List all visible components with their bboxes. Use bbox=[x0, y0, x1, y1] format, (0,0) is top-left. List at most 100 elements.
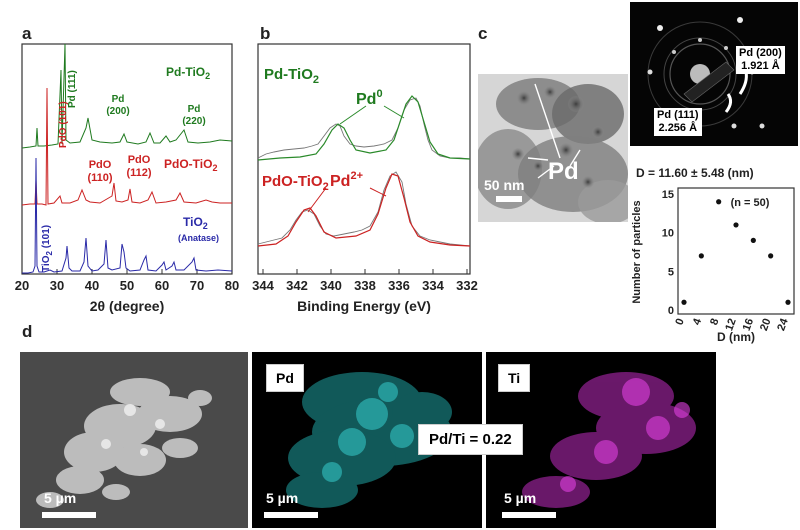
xrd-series-label-pdo-tio2: PdO-TiO2 bbox=[164, 157, 217, 173]
panel-letter-c: c bbox=[478, 24, 488, 43]
xps-xtick: 332 bbox=[456, 278, 478, 293]
panel-letter-d: d bbox=[22, 322, 33, 341]
ti-map-image: Ti 5 µm bbox=[486, 352, 716, 528]
xrd-series-label-tio2: TiO2 bbox=[183, 215, 208, 231]
histogram-point bbox=[698, 253, 704, 259]
histogram-xtick: 4 bbox=[691, 316, 705, 327]
saed-arrow-111 bbox=[724, 93, 733, 113]
xrd-xtick: 30 bbox=[50, 278, 64, 293]
xps-pd2-leader-right bbox=[369, 187, 387, 197]
panel-letter-a: a bbox=[22, 24, 32, 43]
pd-map-label: Pd bbox=[266, 364, 304, 392]
tem-texture bbox=[478, 74, 628, 222]
sem-texture bbox=[20, 352, 248, 528]
tem-image: Pd 50 nm bbox=[478, 74, 628, 222]
tem-pd-label: Pd bbox=[548, 158, 579, 185]
saed-label-pd200: Pd (200) 1.921 Å bbox=[736, 46, 785, 74]
histogram-point bbox=[716, 199, 722, 205]
xrd-trace-pd-tio2 bbox=[21, 43, 233, 149]
histogram-ytick: 5 bbox=[668, 266, 674, 278]
histogram-frame bbox=[677, 187, 795, 315]
histogram-xlabel: D (nm) bbox=[717, 330, 755, 344]
pd-scale-label: 5 µm bbox=[266, 490, 299, 506]
xrd-peak-pd111: Pd (111) bbox=[67, 70, 78, 108]
xrd-peak-pdo110: PdO (110) bbox=[87, 159, 112, 184]
ti-scale-label: 5 µm bbox=[504, 490, 537, 506]
xrd-chart: 20 30 40 50 60 70 80 2θ (degree) Pd-TiO2… bbox=[15, 43, 239, 314]
xps-top-peak: Pd0 bbox=[356, 88, 383, 108]
xps-bottom-raw bbox=[257, 171, 471, 247]
xrd-xtick: 50 bbox=[120, 278, 134, 293]
pd-ti-ratio-label: Pd/Ti = 0.22 bbox=[418, 424, 523, 455]
xps-xtick: 336 bbox=[388, 278, 410, 293]
xps-xlabel: Binding Energy (eV) bbox=[297, 298, 431, 314]
xrd-xtick: 80 bbox=[225, 278, 239, 293]
pd-scale-bar bbox=[264, 512, 318, 518]
saed-label-pd111: Pd (111) 2.256 Å bbox=[654, 108, 702, 136]
xrd-xtick: 20 bbox=[15, 278, 29, 293]
tem-scale-bar bbox=[496, 196, 522, 202]
tem-arrow bbox=[537, 165, 555, 179]
xps-xtick: 342 bbox=[286, 278, 308, 293]
sem-scale-bar bbox=[42, 512, 96, 518]
xrd-series-label-pd-tio2: Pd-TiO2 bbox=[166, 65, 210, 81]
xrd-peak-tio2-101: TiO2 (101) bbox=[41, 225, 54, 272]
histogram-point bbox=[768, 253, 774, 259]
xrd-trace-tio2 bbox=[22, 157, 233, 274]
tem-arrow bbox=[569, 149, 581, 167]
xps-top-raw bbox=[257, 97, 471, 160]
histogram-title: D = 11.60 ± 5.48 (nm) bbox=[636, 166, 754, 180]
saed-pd200-plane: Pd (200) bbox=[739, 47, 782, 59]
xps-pd0-leader-right bbox=[383, 105, 405, 119]
sem-image: 5 µm bbox=[20, 352, 248, 528]
xrd-xtick: 60 bbox=[155, 278, 169, 293]
xrd-peak-pd200: Pd (200) bbox=[106, 94, 129, 117]
xps-pd2-leader-left bbox=[307, 187, 327, 213]
xrd-trace-pdo-tio2 bbox=[21, 87, 232, 206]
xrd-xtick: 70 bbox=[190, 278, 204, 293]
saed-image: Pd (200) 1.921 Å Pd (111) 2.256 Å bbox=[630, 2, 798, 146]
xps-xtick: 340 bbox=[320, 278, 342, 293]
histogram-xtick: 16 bbox=[741, 317, 756, 333]
histogram-ylabel: Number of particles bbox=[631, 200, 643, 303]
xrd-peak-pd220: Pd (220) bbox=[182, 104, 205, 127]
ti-scale-bar bbox=[502, 512, 556, 518]
xrd-anatase-note: (Anatase) bbox=[178, 233, 219, 243]
histogram-point bbox=[681, 299, 687, 305]
histogram-point bbox=[733, 222, 739, 228]
histogram-n-label: (n = 50) bbox=[731, 197, 770, 209]
histogram-ytick: 15 bbox=[662, 189, 674, 201]
xrd-xlabel: 2θ (degree) bbox=[90, 298, 164, 314]
histogram-point bbox=[750, 237, 756, 243]
xrd-peak-pdo101: PdO (101) bbox=[58, 101, 69, 148]
tem-arrow bbox=[527, 157, 549, 161]
tem-arrow bbox=[534, 83, 561, 159]
histogram-xtick: 24 bbox=[775, 316, 791, 332]
histogram-xtick: 12 bbox=[723, 317, 738, 333]
xps-xtick: 338 bbox=[354, 278, 376, 293]
saed-pd111-plane: Pd (111) bbox=[657, 109, 699, 121]
xrd-xtick: 40 bbox=[85, 278, 99, 293]
ti-map-label: Ti bbox=[498, 364, 531, 392]
xps-bottom-fit bbox=[257, 173, 471, 247]
histogram-ytick: 0 bbox=[668, 305, 674, 317]
saed-arrow-200 bbox=[738, 71, 748, 95]
histogram-xtick: 8 bbox=[708, 317, 721, 327]
xps-top-label: Pd-TiO2 bbox=[264, 66, 319, 86]
xps-pd0-leader-left bbox=[339, 105, 367, 125]
xps-chart: Pd-TiO2 Pd0 PdO-TiO2 Pd2+ 344 342 340 33… bbox=[252, 43, 478, 314]
histogram-xtick: 20 bbox=[758, 317, 773, 333]
histogram-point bbox=[785, 299, 791, 305]
histogram-ytick: 10 bbox=[662, 228, 674, 240]
saed-pd200-d: 1.921 Å bbox=[741, 60, 780, 72]
tem-scale-label: 50 nm bbox=[484, 177, 525, 193]
xps-xtick: 334 bbox=[422, 278, 444, 293]
xps-bottom-label: PdO-TiO2 bbox=[262, 173, 329, 193]
panel-letter-b: b bbox=[260, 24, 271, 43]
histogram-xtick: 0 bbox=[673, 317, 686, 327]
xps-xtick: 344 bbox=[252, 278, 274, 293]
saed-pd111-d: 2.256 Å bbox=[658, 122, 698, 134]
xps-bottom-peak: Pd2+ bbox=[330, 170, 363, 190]
xps-top-fit bbox=[257, 95, 471, 161]
xrd-peak-pdo112: PdO (112) bbox=[126, 154, 151, 179]
